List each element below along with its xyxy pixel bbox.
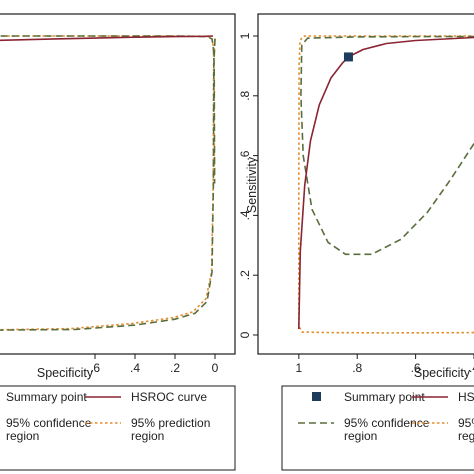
right-95-confidence-region-line (300, 35, 474, 256)
right-legend: Summary point HSROC curve 95% confidencere… (298, 390, 474, 443)
x-tick-label: .4 (130, 361, 140, 375)
right-legend-box (281, 385, 474, 471)
right-panel: 0 .2 .4 .6 .8 1 1 .8 .6 .4 Sensitivity Specifici… (238, 13, 474, 471)
y-tick-label: 0 (238, 331, 252, 338)
right-y-axis-label: Sensitivity (245, 156, 259, 213)
right-legend-summary-point-label: Summary point (344, 390, 425, 404)
left-x-axis: .6 .4 .2 0 (90, 354, 219, 375)
right-series-layer (297, 35, 474, 334)
right-x-axis-label: Specificity (414, 366, 471, 380)
left-legend: Summary point HSROC curve 95% confidence re… (6, 390, 210, 443)
right-legend-summary-point-swatch (312, 392, 321, 401)
y-tick-label: 1 (238, 32, 252, 39)
left-legend-95-confidence-region-label: 95% confidence region (6, 416, 92, 443)
right-x-axis: 1 .8 .6 .4 (295, 354, 474, 375)
left-95-prediction-region-line (0, 35, 216, 331)
y-tick-label: .8 (238, 90, 252, 100)
left-legend-box (0, 385, 236, 471)
x-tick-label: .6 (90, 361, 100, 375)
y-tick-label: .4 (238, 210, 252, 220)
left-series-layer (0, 35, 216, 331)
right-legend-hsroc-curve-label: HSROC curve (458, 390, 474, 404)
y-tick-label: .6 (238, 150, 252, 160)
x-tick-label: .2 (170, 361, 180, 375)
left-plot-frame (0, 13, 236, 355)
right-summary-layer (343, 52, 353, 62)
right-plot-frame (257, 13, 474, 355)
left-x-axis-label: Specificity (37, 366, 94, 380)
left-95-confidence-region-line (0, 35, 216, 331)
x-tick-label: .6 (411, 361, 421, 375)
summary-point-marker (343, 52, 353, 62)
right-y-axis: 0 .2 .4 .6 .8 1 (238, 32, 258, 338)
right-legend-95-confidence-region-label: 95% confidence region (344, 416, 430, 443)
x-tick-label: .4 (469, 361, 474, 375)
left-legend-summary-point-label: Summary point (6, 390, 87, 404)
x-tick-label: .8 (352, 361, 362, 375)
x-tick-label: 1 (295, 361, 302, 375)
y-tick-label: .2 (238, 270, 252, 280)
left-hsroc-curve-line (0, 35, 214, 42)
x-tick-label: 0 (212, 361, 219, 375)
right-95-prediction-region-line (297, 35, 474, 334)
right-hsroc-curve-line (298, 36, 474, 330)
left-legend-95-prediction-region-label: 95% prediction region (131, 416, 210, 443)
left-legend-hsroc-curve-label: HSROC curve (131, 390, 207, 404)
left-panel: .6 .4 .2 0 Specificity Summary point HSROC c… (0, 13, 236, 471)
